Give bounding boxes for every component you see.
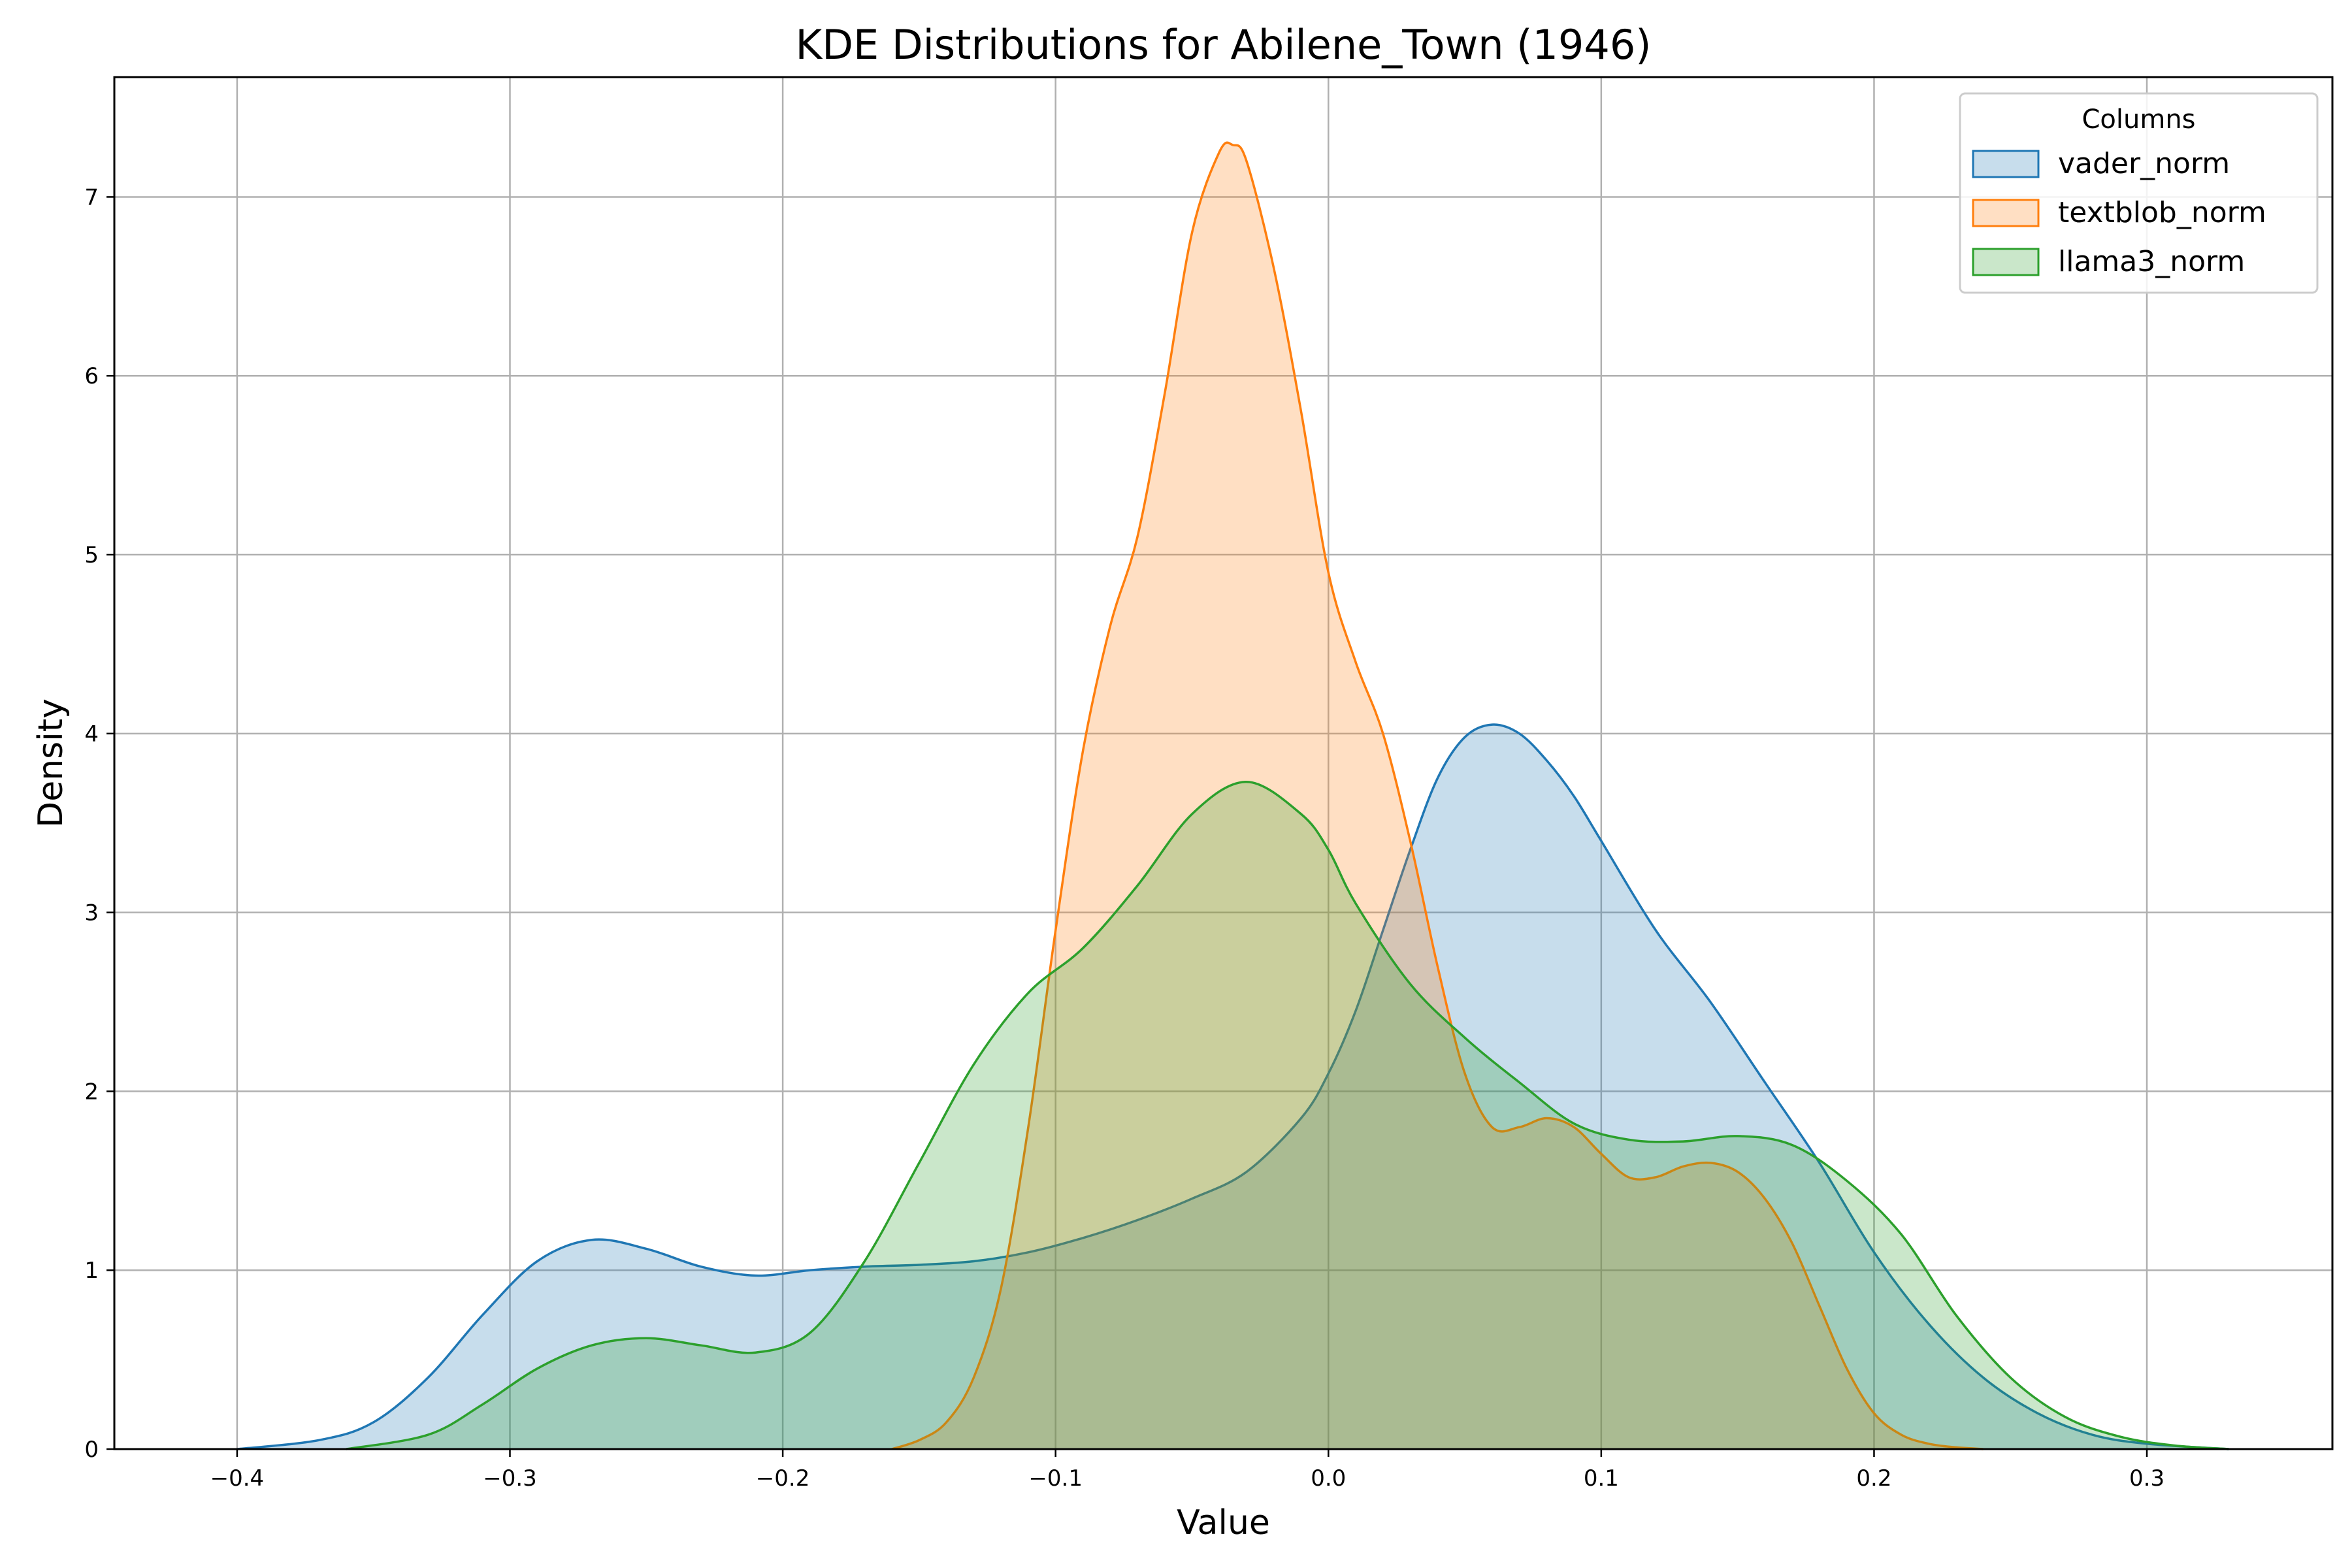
legend-label-textblob_norm: textblob_norm	[2058, 196, 2266, 229]
x-tick-label-7: 0.3	[2129, 1465, 2164, 1492]
y-tick-label-1: 1	[84, 1258, 99, 1284]
chart-title: KDE Distributions for Abilene_Town (1946…	[796, 21, 1652, 69]
area-fill-textblob_norm	[892, 142, 1984, 1449]
plot-frame	[113, 76, 2334, 1450]
series-line-textblob_norm	[891, 141, 1984, 1450]
legend-swatch-vader_norm	[1972, 150, 2040, 178]
y-tick-label-3: 3	[84, 900, 99, 926]
area-fill-llama3_norm	[346, 781, 2229, 1449]
x-tick-label-0: −0.4	[210, 1465, 265, 1492]
x-tick-label-6: 0.2	[1856, 1465, 1891, 1492]
x-tick-label-5: 0.1	[1584, 1465, 1619, 1492]
x-tick-label-2: −0.2	[756, 1465, 810, 1492]
x-tick-label-4: 0.0	[1311, 1465, 1346, 1492]
y-tick-label-4: 4	[84, 721, 99, 747]
x-axis-ticks: −0.4 −0.3 −0.2 −0.1 0.0 0.1 0.2 0.3	[210, 1449, 2164, 1492]
y-axis-ticks: 0 1 2 3 4 5 6 7	[84, 184, 114, 1463]
x-tick-label-1: −0.3	[483, 1465, 537, 1492]
series-line-llama3_norm	[346, 780, 2229, 1450]
legend-swatch-llama3_norm	[1972, 248, 2040, 276]
x-tick-label-3: −0.1	[1028, 1465, 1083, 1492]
y-tick-label-7: 7	[84, 184, 99, 210]
legend-swatch-textblob_norm	[1972, 199, 2040, 227]
y-tick-label-0: 0	[84, 1437, 99, 1463]
y-tick-label-2: 2	[84, 1079, 99, 1105]
density-areas	[237, 141, 2229, 1450]
legend-label-vader_norm: vader_norm	[2058, 147, 2230, 180]
x-axis-label: Value	[1177, 1503, 1270, 1543]
y-axis-label: Density	[31, 698, 71, 828]
y-tick-label-6: 6	[84, 363, 99, 389]
y-tick-label-5: 5	[84, 542, 99, 568]
legend-label-llama3_norm: llama3_norm	[2058, 245, 2245, 278]
legend: Columns vader_norm textblob_norm llama3_no…	[1959, 92, 2319, 294]
series-line-vader_norm	[237, 723, 2229, 1450]
legend-box	[1959, 92, 2319, 294]
legend-title: Columns	[2082, 105, 2195, 135]
area-fill-vader_norm	[237, 725, 2229, 1449]
